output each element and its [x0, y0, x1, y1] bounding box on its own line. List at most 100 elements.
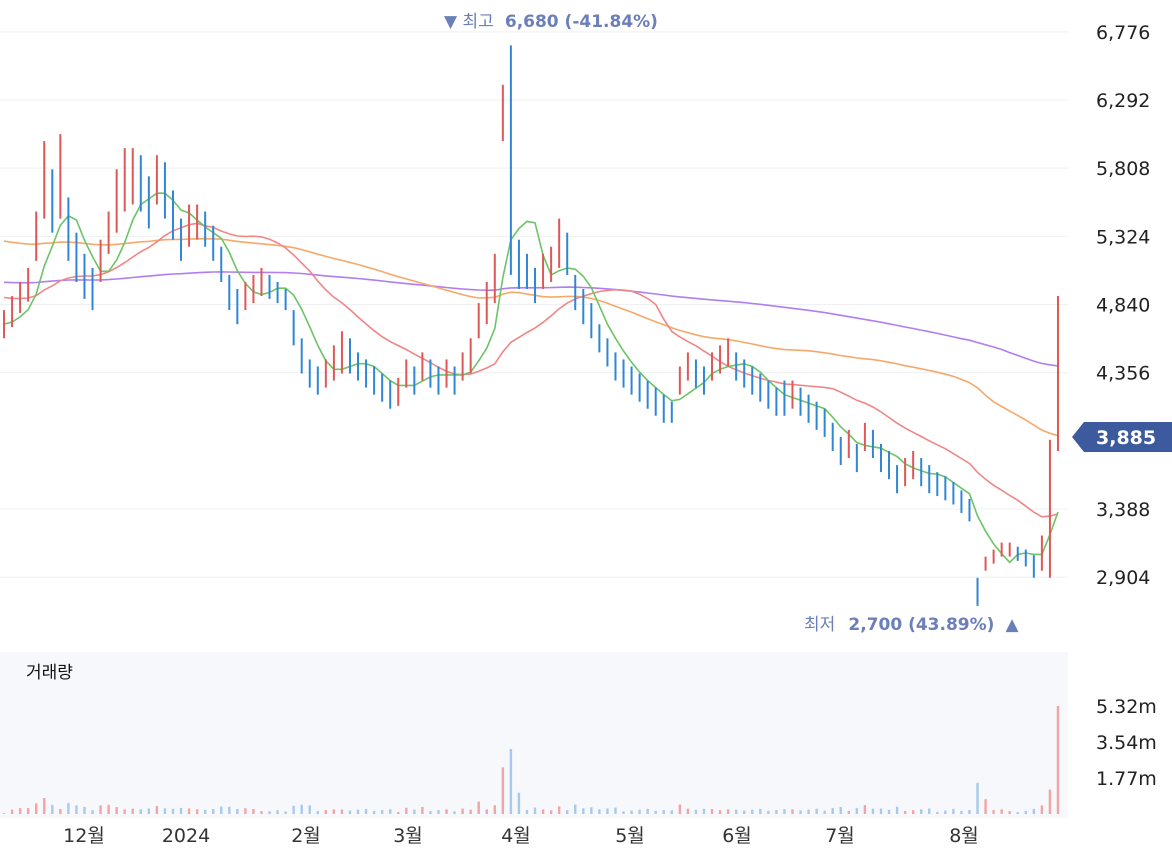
volume-bar	[1056, 706, 1060, 814]
volume-bar	[1008, 811, 1011, 814]
volume-bar	[413, 809, 416, 814]
x-tick-label: 3월	[393, 825, 423, 847]
volume-bar	[582, 808, 585, 814]
volume-bar	[163, 808, 167, 814]
y-tick-label: 6,776	[1096, 22, 1150, 44]
volume-bar	[911, 810, 915, 814]
volume-bar	[26, 808, 30, 814]
volume-bar	[356, 809, 360, 814]
volume-bar	[855, 808, 859, 814]
volume-bar	[775, 810, 778, 814]
volume-bar	[984, 799, 987, 814]
volume-bar	[83, 806, 86, 814]
volume-bar	[614, 807, 617, 814]
volume-bar	[646, 808, 649, 814]
volume-bar	[517, 792, 521, 814]
volume-bar	[759, 808, 762, 814]
x-tick-label: 7월	[825, 825, 855, 847]
volume-bar	[139, 809, 142, 814]
volume-bar	[115, 807, 118, 814]
volume-bar	[123, 809, 126, 814]
volume-bar	[59, 809, 62, 814]
volume-bar	[606, 808, 609, 814]
volume-bar	[686, 808, 690, 814]
volume-bar	[397, 812, 400, 814]
volume-bar	[372, 810, 376, 814]
volume-bar	[187, 808, 191, 814]
volume-bar	[67, 803, 70, 814]
volume-bar	[598, 809, 601, 814]
volume-bar	[324, 810, 328, 814]
volume-bar	[847, 811, 850, 814]
moving-average-lines	[3, 192, 1059, 564]
volume-bar	[380, 810, 384, 814]
current-price-label: 3,885	[1096, 427, 1156, 449]
volume-bar	[405, 807, 408, 814]
volume-bar	[807, 809, 810, 814]
volume-bar	[767, 810, 770, 814]
volume-bar	[35, 803, 38, 814]
volume-bar	[292, 805, 295, 814]
volume-bar	[839, 806, 842, 814]
volume-bar	[1024, 810, 1027, 814]
volume-bar	[630, 810, 633, 814]
volume-bar	[1032, 808, 1036, 814]
volume-bar	[678, 804, 682, 814]
volume-bar	[203, 809, 207, 814]
volume-bar	[220, 806, 223, 814]
volume-bar	[453, 811, 456, 814]
y-tick-label: 5,808	[1096, 158, 1150, 180]
volume-bar	[107, 804, 110, 814]
volume-bar	[493, 805, 496, 814]
volume-bar	[638, 809, 641, 814]
volume-bar	[791, 809, 794, 814]
volume-bar	[831, 807, 834, 814]
volume-bar	[920, 809, 923, 814]
volume-bar	[155, 806, 159, 814]
volume-bar	[928, 808, 931, 814]
volume-title: 거래량	[26, 663, 73, 683]
volume-bar	[751, 809, 754, 814]
volume-bar	[179, 807, 183, 814]
x-tick-label: 4월	[501, 825, 531, 847]
volume-bar	[533, 807, 537, 814]
volume-bar	[501, 767, 505, 814]
volume-bar	[887, 809, 891, 814]
current-price-badge-shape	[1072, 422, 1172, 452]
volume-bar	[461, 808, 464, 814]
volume-bar	[718, 810, 722, 814]
volume-bar	[212, 808, 215, 814]
volume-bar	[976, 782, 979, 814]
volume-bar	[244, 808, 247, 814]
volume-bar	[195, 809, 199, 814]
volume-bar	[710, 809, 714, 814]
price-grid	[0, 31, 1068, 578]
volume-bar	[557, 806, 561, 814]
volume-bar	[171, 808, 175, 814]
volume-bar	[477, 801, 480, 814]
volume-bar	[43, 798, 46, 814]
volume-bar	[992, 810, 995, 814]
volume-bar	[147, 808, 151, 814]
volume-bar	[228, 806, 231, 814]
ma5-line	[3, 192, 1059, 564]
volume-bar	[268, 811, 271, 814]
volume-bar	[574, 804, 577, 814]
high-annotation-value: 6,680 (-41.84%)	[505, 12, 658, 32]
volume-bar	[252, 809, 255, 814]
volume-bar	[903, 810, 907, 814]
volume-tick-label: 1.77m	[1096, 768, 1157, 790]
y-tick-label: 4,356	[1096, 363, 1150, 385]
volume-bar	[18, 808, 22, 814]
volume-bar	[389, 809, 392, 814]
x-tick-label: 8월	[949, 825, 979, 847]
volume-bars	[2, 706, 1060, 814]
volume-bar	[469, 809, 472, 814]
volume-bar	[879, 808, 883, 814]
volume-bar	[863, 805, 867, 814]
volume-bar	[944, 810, 947, 814]
volume-bar	[968, 810, 971, 814]
volume-bar	[131, 808, 134, 814]
volume-bar	[783, 809, 786, 814]
